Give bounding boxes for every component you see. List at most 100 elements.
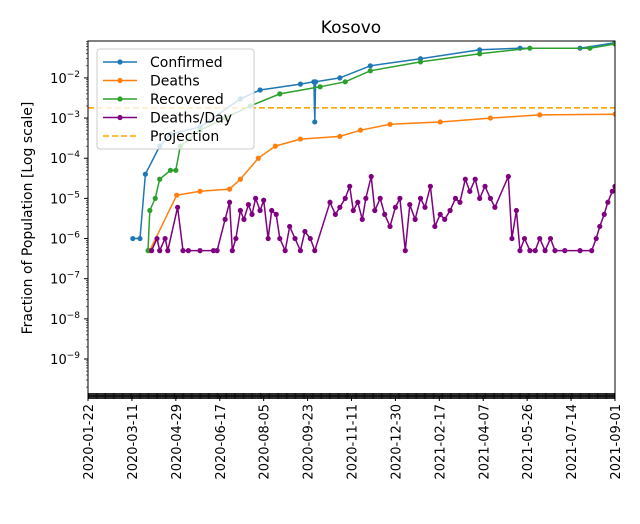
y-tick-label: 10−3 xyxy=(50,110,80,127)
data-point xyxy=(297,136,304,142)
data-point xyxy=(472,176,478,182)
data-point xyxy=(577,248,583,254)
data-point xyxy=(342,195,348,201)
data-point xyxy=(130,235,136,242)
series-deaths xyxy=(147,111,615,254)
x-tick-label: 2020-08-05 xyxy=(258,404,273,480)
data-point xyxy=(407,202,413,208)
data-point xyxy=(350,207,356,214)
data-point xyxy=(417,59,424,65)
data-point xyxy=(402,248,408,254)
data-point xyxy=(297,248,304,254)
data-point xyxy=(162,235,168,242)
data-point xyxy=(145,248,151,254)
x-tick-label: 2020-04-29 xyxy=(170,404,185,480)
data-point xyxy=(337,204,343,210)
legend-marker xyxy=(117,59,123,65)
legend-item: Deaths/Day xyxy=(103,111,232,127)
x-tick-label: 2021-05-26 xyxy=(521,404,536,480)
data-point xyxy=(492,204,498,210)
data-point xyxy=(517,248,523,254)
data-point xyxy=(532,248,538,254)
data-point xyxy=(249,211,255,217)
data-point xyxy=(387,223,393,230)
y-tick-label: 10−4 xyxy=(50,150,80,167)
y-tick-label: 10−8 xyxy=(50,311,80,328)
data-point xyxy=(609,188,615,194)
data-point xyxy=(332,211,338,217)
data-point xyxy=(253,195,259,201)
legend-label: Confirmed xyxy=(150,55,223,71)
y-tick-label: 10−5 xyxy=(50,190,80,207)
data-point xyxy=(593,235,599,242)
data-point xyxy=(467,188,473,194)
data-point xyxy=(269,207,275,214)
data-point xyxy=(427,183,433,189)
legend-marker xyxy=(117,114,123,121)
data-point xyxy=(142,171,148,177)
data-point xyxy=(175,204,181,210)
data-point xyxy=(397,195,403,201)
x-tick-label: 2021-07-14 xyxy=(565,404,580,480)
data-point xyxy=(457,199,463,205)
data-point xyxy=(587,45,593,51)
data-point xyxy=(312,248,318,254)
data-point xyxy=(197,188,203,194)
x-tick-label: 2020-06-17 xyxy=(214,404,229,480)
data-point xyxy=(355,199,361,205)
data-point xyxy=(597,223,603,230)
legend-item: Deaths xyxy=(103,74,200,90)
data-point xyxy=(273,211,279,217)
y-tick-label: 10−2 xyxy=(50,70,80,87)
data-point xyxy=(372,207,378,214)
data-point xyxy=(292,235,298,242)
axes: 10−2 10−3 10−4 10−5 10−6 10−7 10−8 10−9 2020-01-… xyxy=(50,40,624,480)
data-point xyxy=(437,211,443,217)
data-point xyxy=(521,235,528,242)
data-point xyxy=(255,155,261,161)
data-point xyxy=(287,223,293,230)
legend-marker xyxy=(117,96,123,102)
legend-label: Deaths/Day xyxy=(150,111,232,127)
x-tick-label: 2020-01-22 xyxy=(82,404,97,480)
data-point xyxy=(562,248,568,254)
data-point xyxy=(612,41,615,47)
data-point xyxy=(277,235,283,242)
data-point xyxy=(237,176,243,182)
data-point xyxy=(337,133,343,139)
data-point xyxy=(417,195,424,201)
data-point xyxy=(432,223,438,230)
data-point xyxy=(147,207,153,214)
data-point xyxy=(173,167,179,173)
x-tick-label: 2020-09-23 xyxy=(302,404,317,480)
x-tick-label: 2020-12-30 xyxy=(389,404,404,480)
data-point xyxy=(222,216,228,222)
data-point xyxy=(180,248,186,254)
x-tick-label: 2021-04-07 xyxy=(477,404,492,480)
data-point xyxy=(229,248,235,254)
data-point xyxy=(245,202,252,208)
data-point xyxy=(157,176,163,182)
data-point xyxy=(552,248,558,254)
legend-label: Projection xyxy=(150,129,219,145)
legend-item: Confirmed xyxy=(103,55,223,71)
x-tick-label: 2020-03-11 xyxy=(126,404,141,480)
data-point xyxy=(357,127,364,133)
data-point xyxy=(589,248,595,254)
data-point xyxy=(482,183,488,189)
data-point xyxy=(317,84,323,90)
legend-label: Deaths xyxy=(150,74,200,90)
plot-area xyxy=(88,41,615,254)
data-point xyxy=(241,216,247,222)
data-point xyxy=(542,248,548,254)
data-point xyxy=(337,75,343,81)
data-point xyxy=(197,248,203,254)
legend: Confirmed Deaths Recovered Deaths/Day Projec… xyxy=(96,48,255,150)
data-point xyxy=(447,207,453,214)
data-point xyxy=(282,248,288,254)
data-point xyxy=(477,195,483,201)
data-point xyxy=(487,115,494,121)
data-point xyxy=(412,216,418,222)
data-point xyxy=(257,207,263,214)
data-point xyxy=(312,119,318,125)
